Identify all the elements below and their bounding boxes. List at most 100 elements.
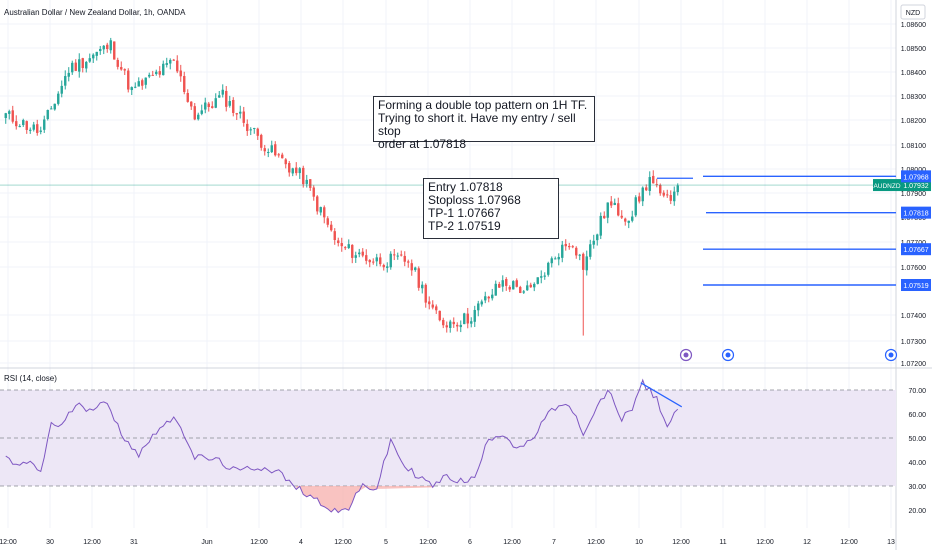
candle-body — [673, 191, 676, 202]
candle-body — [120, 67, 123, 70]
candle-body — [249, 129, 252, 131]
candle-body — [43, 119, 46, 130]
candle-body — [354, 255, 357, 258]
candle-body — [144, 77, 147, 85]
candle-body — [137, 81, 140, 87]
candle-body — [554, 258, 557, 260]
price-tick-label: 1.07200 — [901, 361, 926, 368]
candle-body — [109, 40, 112, 51]
candle-body — [494, 283, 497, 296]
rsi-title: RSI (14, close) — [4, 374, 57, 383]
candle-body — [4, 113, 7, 119]
candle-body — [340, 243, 343, 247]
candle-body — [515, 280, 518, 287]
candle-body — [487, 296, 490, 299]
candle-body — [473, 309, 476, 322]
candle-body — [295, 167, 298, 174]
candles-group — [4, 37, 679, 336]
candle-body — [585, 256, 588, 271]
trade-levels-note[interactable]: Entry 1.07818 Stoploss 1.07968 TP-1 1.07… — [423, 178, 559, 239]
candle-body — [575, 247, 578, 256]
symbol-tag-label: AUDNZD — [873, 183, 900, 190]
candle-body — [200, 110, 203, 114]
candle-body — [470, 321, 473, 324]
time-axis-label: 12:00 — [587, 539, 605, 546]
candle-body — [127, 70, 130, 90]
rsi-tick-label: 40.00 — [908, 460, 926, 467]
time-axis-label: 12:00 — [503, 539, 521, 546]
candle-body — [309, 179, 312, 188]
candle-body — [445, 325, 448, 328]
price-tick-label: 1.08300 — [901, 94, 926, 101]
candle-body — [526, 285, 529, 291]
candle-body — [666, 194, 669, 196]
trade-idea-note[interactable]: Forming a double top pattern on 1H TF. T… — [373, 96, 595, 151]
candle-body — [508, 286, 511, 290]
candle-body — [662, 192, 665, 196]
price-tick-label: 1.07300 — [901, 339, 926, 346]
candle-body — [452, 321, 455, 325]
candle-body — [543, 275, 546, 277]
level-tag — [901, 279, 931, 292]
event-icon-dot — [888, 352, 894, 358]
candle-body — [386, 266, 389, 268]
candle-body — [645, 187, 648, 191]
candle-body — [36, 124, 39, 133]
time-axis-label: 11 — [719, 539, 726, 546]
candle-body — [533, 283, 536, 288]
candle-body — [589, 244, 592, 257]
candle-body — [67, 72, 70, 77]
candle-body — [449, 321, 452, 328]
candle-body — [459, 324, 462, 328]
candle-body — [379, 257, 382, 265]
candle-body — [519, 287, 522, 294]
time-axis-label: 7 — [552, 539, 556, 546]
candle-body — [655, 184, 658, 186]
time-axis-label: 12 — [803, 539, 811, 546]
candle-body — [148, 74, 151, 77]
candle-body — [274, 144, 277, 156]
level-tag-label: 1.07818 — [903, 211, 928, 218]
candle-body — [610, 201, 613, 206]
candle-body — [81, 58, 84, 69]
candle-body — [225, 90, 228, 107]
candle-body — [578, 254, 581, 256]
chart-title: Australian Dollar / New Zealand Dollar, … — [4, 8, 186, 17]
candle-body — [113, 41, 116, 60]
candle-body — [190, 101, 193, 107]
candle-body — [78, 59, 81, 72]
candle-body — [400, 254, 403, 256]
candle-body — [431, 304, 434, 308]
candle-body — [466, 313, 469, 324]
candle-body — [92, 54, 95, 59]
candle-body — [302, 167, 305, 185]
candle-body — [204, 102, 207, 110]
candle-body — [298, 168, 301, 174]
candle-body — [424, 284, 427, 303]
rsi-tick-label: 50.00 — [908, 436, 926, 443]
candle-body — [141, 80, 144, 86]
candle-body — [676, 185, 679, 193]
candle-body — [501, 280, 504, 287]
rsi-divergence-line[interactable] — [640, 382, 683, 408]
candle-body — [211, 106, 214, 108]
candle-body — [456, 324, 459, 327]
candle-body — [522, 291, 525, 293]
candle-body — [659, 184, 662, 194]
candle-body — [85, 61, 88, 69]
candle-body — [228, 101, 231, 106]
currency-badge[interactable] — [900, 4, 926, 20]
candle-body — [60, 85, 63, 94]
level-tag — [901, 206, 931, 219]
candle-body — [253, 127, 256, 129]
candle-body — [186, 92, 189, 102]
candle-body — [316, 196, 319, 212]
candle-body — [477, 303, 480, 311]
candle-body — [155, 71, 158, 75]
candle-body — [15, 121, 18, 127]
candle-body — [134, 86, 137, 88]
candle-body — [29, 129, 32, 131]
candle-body — [592, 240, 595, 245]
